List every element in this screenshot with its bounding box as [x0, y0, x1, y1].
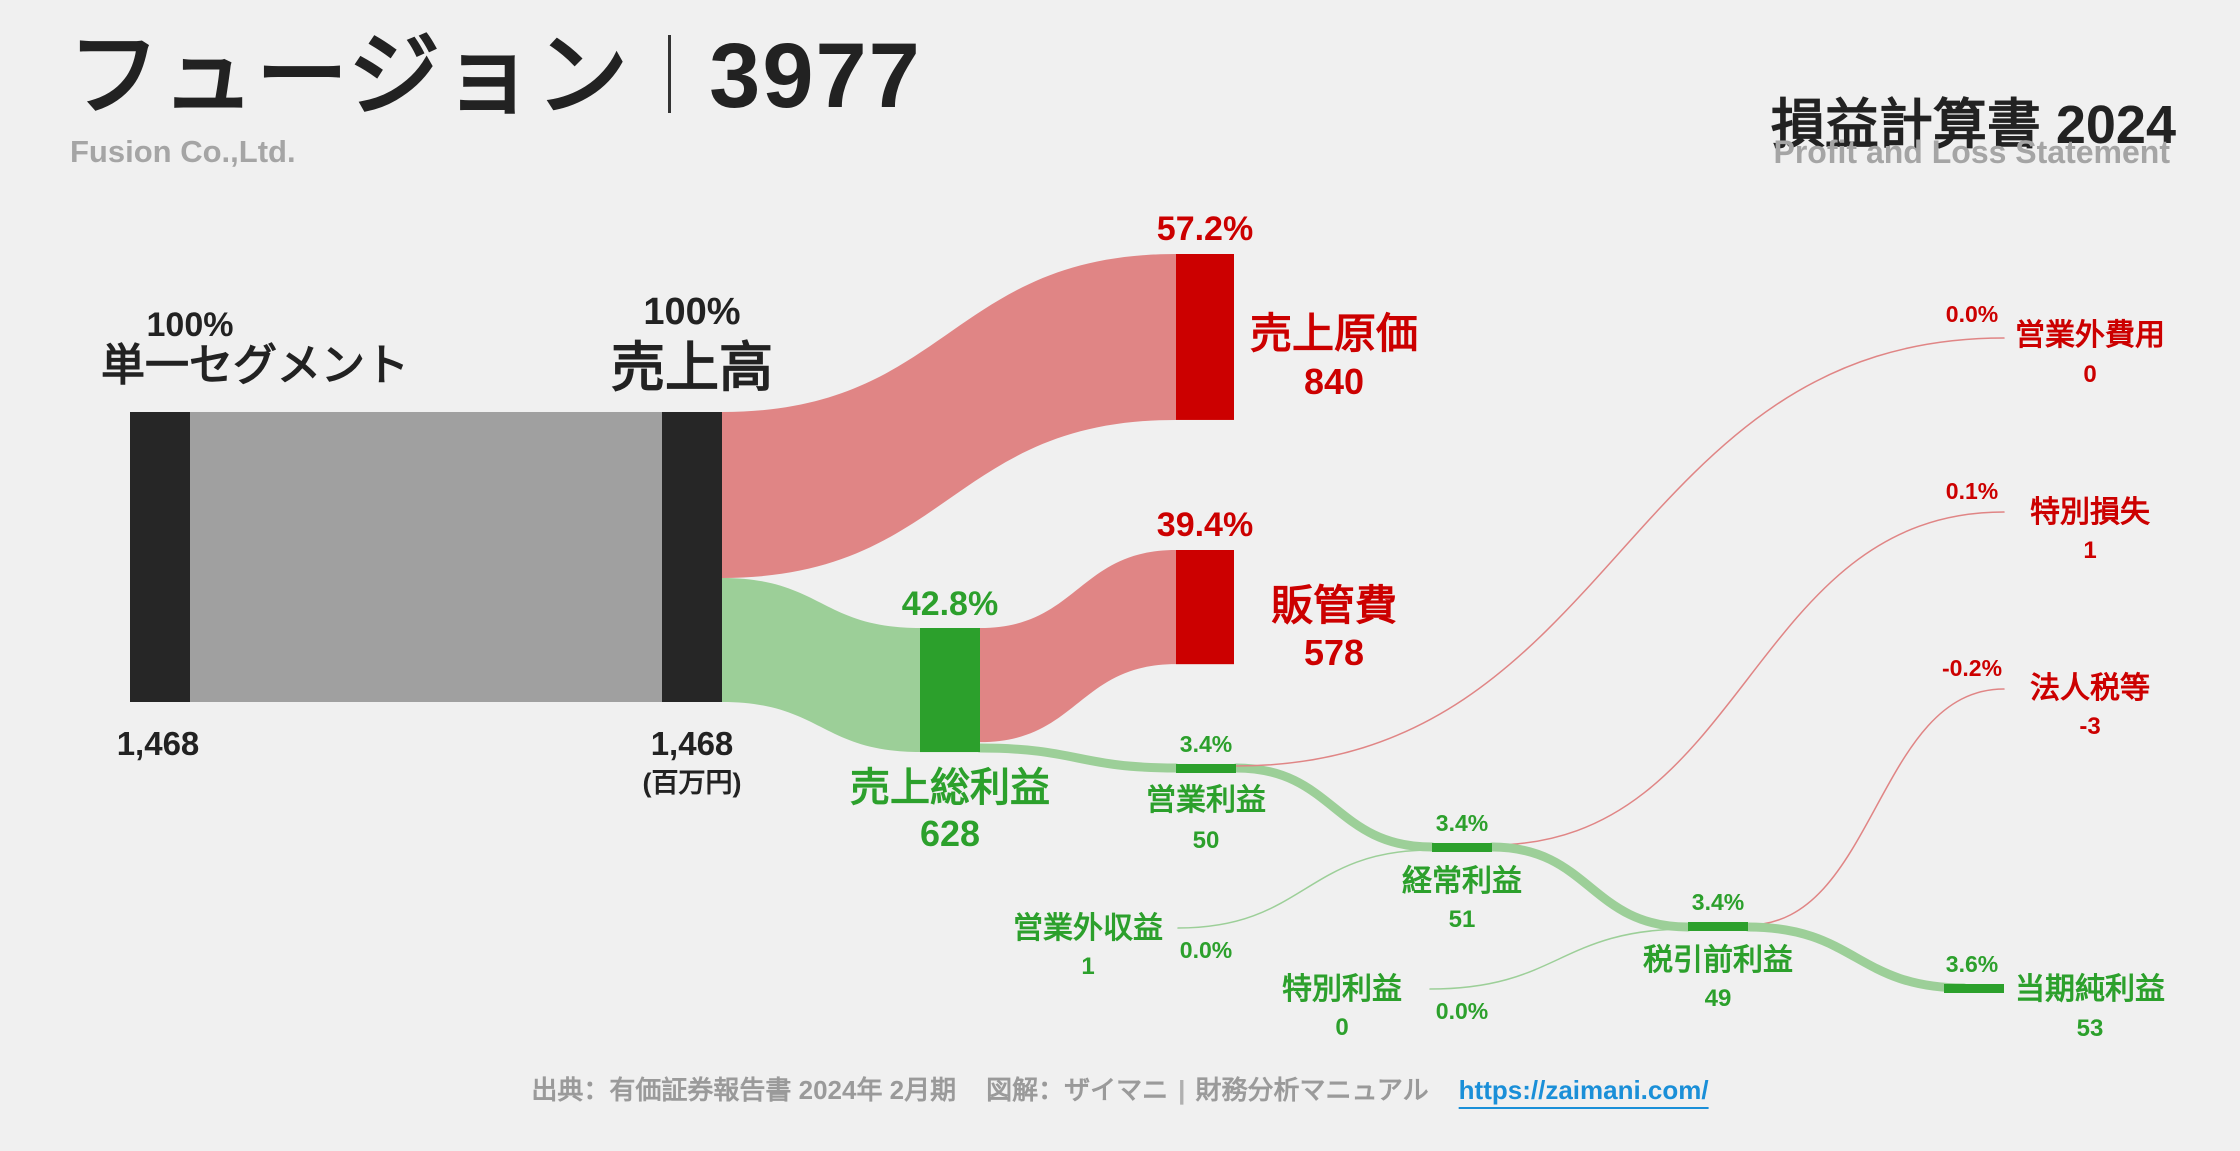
company-name-jp: フュージョン — [68, 25, 631, 127]
node-bar-revenue — [662, 412, 722, 702]
flow-pretax-to-tax — [1747, 688, 2005, 926]
flow-gross-to-operating — [975, 743, 1181, 773]
pct-label-operating-profit: 3.4% — [1180, 731, 1232, 757]
name-label-tax: 法人税等 — [2030, 671, 2150, 705]
statement-title: 損益計算書 2024 — [1770, 95, 2176, 155]
flow-gross-to-sga — [980, 550, 1176, 743]
flow-extraordinary-income-to-pretax — [1429, 928, 1689, 990]
pct-label-net-income: 3.6% — [1946, 951, 1998, 977]
pct-label-extraordinary-loss: 0.1% — [1946, 478, 1998, 504]
flow-ordinary-to-pretax — [1487, 842, 1693, 932]
node-bar-segment — [130, 412, 190, 702]
flow-revenue-to-cogs — [722, 254, 1176, 578]
credit-sub: 財務分析マニュアル — [1195, 1075, 1429, 1105]
value-label-nonop-income: 1 — [1081, 953, 1094, 980]
name-label-operating-profit: 営業利益 — [1146, 784, 1266, 817]
name-label-nonop-income: 営業外収益 — [1013, 912, 1163, 945]
value-label-extraordinary-loss: 1 — [2083, 537, 2096, 564]
pct-label-pretax-profit: 3.4% — [1692, 889, 1744, 915]
node-bar-ordinary-profit — [1432, 843, 1492, 852]
pct-label-extraordinary-income: 0.0% — [1436, 998, 1488, 1024]
sankey-links — [190, 254, 2005, 993]
statement-subtitle: Profit and Loss Statement — [1773, 134, 2171, 170]
pct-label-revenue: 100% — [643, 291, 740, 333]
name-label-extraordinary-loss: 特別損失 — [2030, 496, 2151, 529]
credit-separator: | — [1178, 1075, 1186, 1105]
flow-operating-to-ordinary — [1231, 763, 1437, 852]
flow-pretax-to-net — [1743, 922, 1969, 993]
company-title: フュージョン 3977 — [68, 30, 922, 122]
title-separator — [668, 35, 672, 113]
node-bar-operating-profit — [1176, 764, 1236, 773]
name-label-nonop-expense: 営業外費用 — [2015, 319, 2165, 352]
source-note: 出典：有価証券報告書 2024年 2月期 — [531, 1075, 957, 1105]
unit-label: (百万円) — [643, 768, 742, 798]
value-label-nonop-expense: 0 — [2083, 361, 2096, 388]
name-label-cogs: 売上原価 — [1250, 310, 1418, 357]
name-label-pretax-profit: 税引前利益 — [1643, 944, 1793, 977]
flow-segment-to-revenue — [190, 412, 662, 702]
name-label-sga: 販管費 — [1271, 582, 1397, 629]
pct-label-segment: 100% — [147, 306, 234, 344]
pct-label-tax: -0.2% — [1942, 655, 2002, 681]
pct-label-cogs: 57.2% — [1157, 210, 1253, 248]
name-label-ordinary-profit: 経常利益 — [1402, 864, 1522, 898]
pct-label-sga: 39.4% — [1157, 506, 1253, 544]
name-label-extraordinary-income: 特別利益 — [1282, 973, 1402, 1006]
name-label-gross-profit: 売上総利益 — [850, 766, 1050, 810]
value-label-gross-profit: 628 — [920, 813, 980, 854]
footer: 出典：有価証券報告書 2024年 2月期 図解：ザイマニ | 財務分析マニュアル htt… — [0, 1070, 2240, 1107]
value-label-sga: 578 — [1304, 632, 1364, 673]
name-label-revenue: 売上高 — [611, 338, 773, 398]
flow-operating-to-nonop-expense — [1235, 337, 2005, 767]
value-label-net-income: 53 — [2077, 1015, 2104, 1042]
ticker-code: 3977 — [709, 25, 922, 127]
node-bar-sga — [1176, 550, 1234, 665]
node-bar-net-income — [1944, 984, 2004, 993]
value-label-revenue: 1,468 — [651, 725, 734, 762]
sankey-nodes — [130, 254, 2004, 993]
company-name-en: Fusion Co.,Ltd. — [70, 134, 296, 169]
name-label-net-income: 当期純利益 — [2015, 972, 2165, 1006]
node-bar-pretax-profit — [1688, 922, 1748, 931]
flow-nonop-income-to-ordinary — [1177, 849, 1433, 929]
pct-label-nonop-expense: 0.0% — [1946, 301, 1998, 327]
node-bar-cogs — [1176, 254, 1234, 420]
value-label-segment: 1,468 — [117, 725, 200, 762]
name-label-segment: 単一セグメント — [101, 341, 409, 390]
flow-ordinary-to-extraordinary-loss — [1491, 511, 2005, 846]
credit-note: 図解：ザイマニ — [986, 1075, 1169, 1105]
value-label-pretax-profit: 49 — [1705, 985, 1732, 1012]
pct-label-nonop-income: 0.0% — [1180, 937, 1232, 963]
pct-label-gross-profit: 42.8% — [902, 585, 998, 623]
value-label-extraordinary-income: 0 — [1335, 1014, 1348, 1041]
value-label-ordinary-profit: 51 — [1449, 906, 1476, 933]
pct-label-ordinary-profit: 3.4% — [1436, 810, 1488, 836]
value-label-tax: -3 — [2079, 713, 2100, 740]
value-label-cogs: 840 — [1304, 361, 1364, 402]
source-link[interactable]: https://zaimani.com/ — [1458, 1075, 1709, 1105]
value-label-operating-profit: 50 — [1193, 827, 1220, 854]
flow-revenue-to-gross — [722, 577, 920, 753]
sankey-labels: 100%単一セグメント1,468100%売上高1,468(百万円)57.2%売上… — [101, 210, 2165, 1042]
node-bar-gross-profit — [920, 628, 980, 753]
